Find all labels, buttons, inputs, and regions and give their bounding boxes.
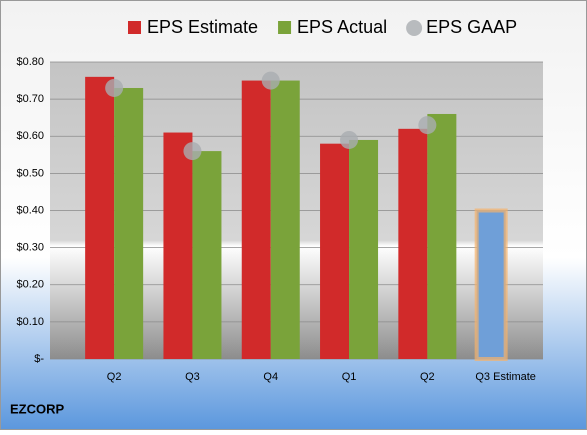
- bar: [349, 139, 379, 359]
- legend-label: EPS Estimate: [147, 17, 258, 37]
- bar: [192, 151, 222, 359]
- bar: [270, 80, 300, 359]
- bar: [320, 143, 350, 359]
- legend-swatch: [128, 21, 141, 34]
- legend-label: EPS GAAP: [426, 17, 517, 37]
- legend-swatch: [278, 21, 292, 34]
- y-tick-label: $0.70: [16, 93, 44, 105]
- x-tick-label: Q2: [107, 371, 122, 383]
- bar: [241, 80, 271, 359]
- y-tick-label: $0.80: [16, 56, 44, 68]
- x-tick-label: Q3 Estimate: [475, 371, 536, 383]
- gaap-dot: [261, 71, 280, 90]
- bar: [398, 128, 428, 359]
- bar: [427, 113, 457, 359]
- y-tick-label: $0.40: [16, 204, 44, 216]
- gaap-dot: [105, 78, 124, 97]
- legend-swatch: [406, 20, 423, 36]
- gaap-dot: [340, 130, 359, 149]
- x-tick-label: Q1: [342, 371, 357, 383]
- x-tick-label: Q4: [263, 371, 278, 383]
- y-tick-label: $0.10: [16, 316, 44, 328]
- y-tick-label: $0.30: [16, 242, 44, 254]
- gaap-dot: [418, 116, 437, 135]
- bar: [85, 76, 115, 359]
- projection-bar: [474, 208, 508, 361]
- bar: [114, 87, 144, 360]
- y-tick-label: $0.20: [16, 279, 44, 291]
- gaap-dot: [183, 142, 202, 161]
- x-tick-label: Q2: [420, 371, 435, 383]
- bar: [163, 132, 193, 359]
- company-label: EZCORP: [10, 401, 65, 416]
- y-tick-label: $0.50: [16, 167, 44, 179]
- x-tick-label: Q3: [185, 371, 200, 383]
- y-tick-label: $-: [34, 353, 44, 365]
- legend-label: EPS Actual: [297, 17, 387, 37]
- y-tick-label: $0.60: [16, 130, 44, 142]
